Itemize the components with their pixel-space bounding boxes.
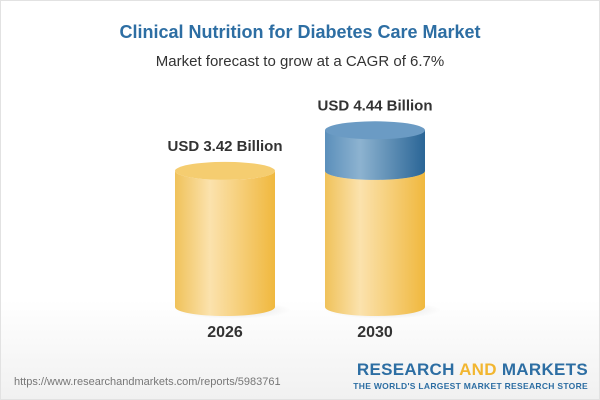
cylinder-growth-body-1 — [325, 130, 425, 180]
category-label-1: 2030 — [357, 324, 393, 341]
cylinder-growth-top-1 — [325, 121, 425, 140]
source-url[interactable]: https://www.researchandmarkets.com/repor… — [14, 376, 281, 388]
research-and-markets-logo: RESEARCH AND MARKETS THE WORLD'S LARGEST… — [353, 360, 588, 391]
cylinder-base-body-1 — [325, 170, 425, 316]
chart-title: Clinical Nutrition for Diabetes Care Mar… — [119, 22, 481, 42]
chart-subtitle: Market forecast to grow at a CAGR of 6.7… — [155, 53, 445, 70]
data-label-0: USD 3.42 Billion — [167, 138, 282, 155]
cylinder-top-0 — [175, 161, 275, 180]
category-label-0: 2026 — [207, 324, 243, 341]
data-label-1: USD 4.44 Billion — [317, 97, 432, 114]
cylinder-body-0 — [175, 170, 275, 316]
